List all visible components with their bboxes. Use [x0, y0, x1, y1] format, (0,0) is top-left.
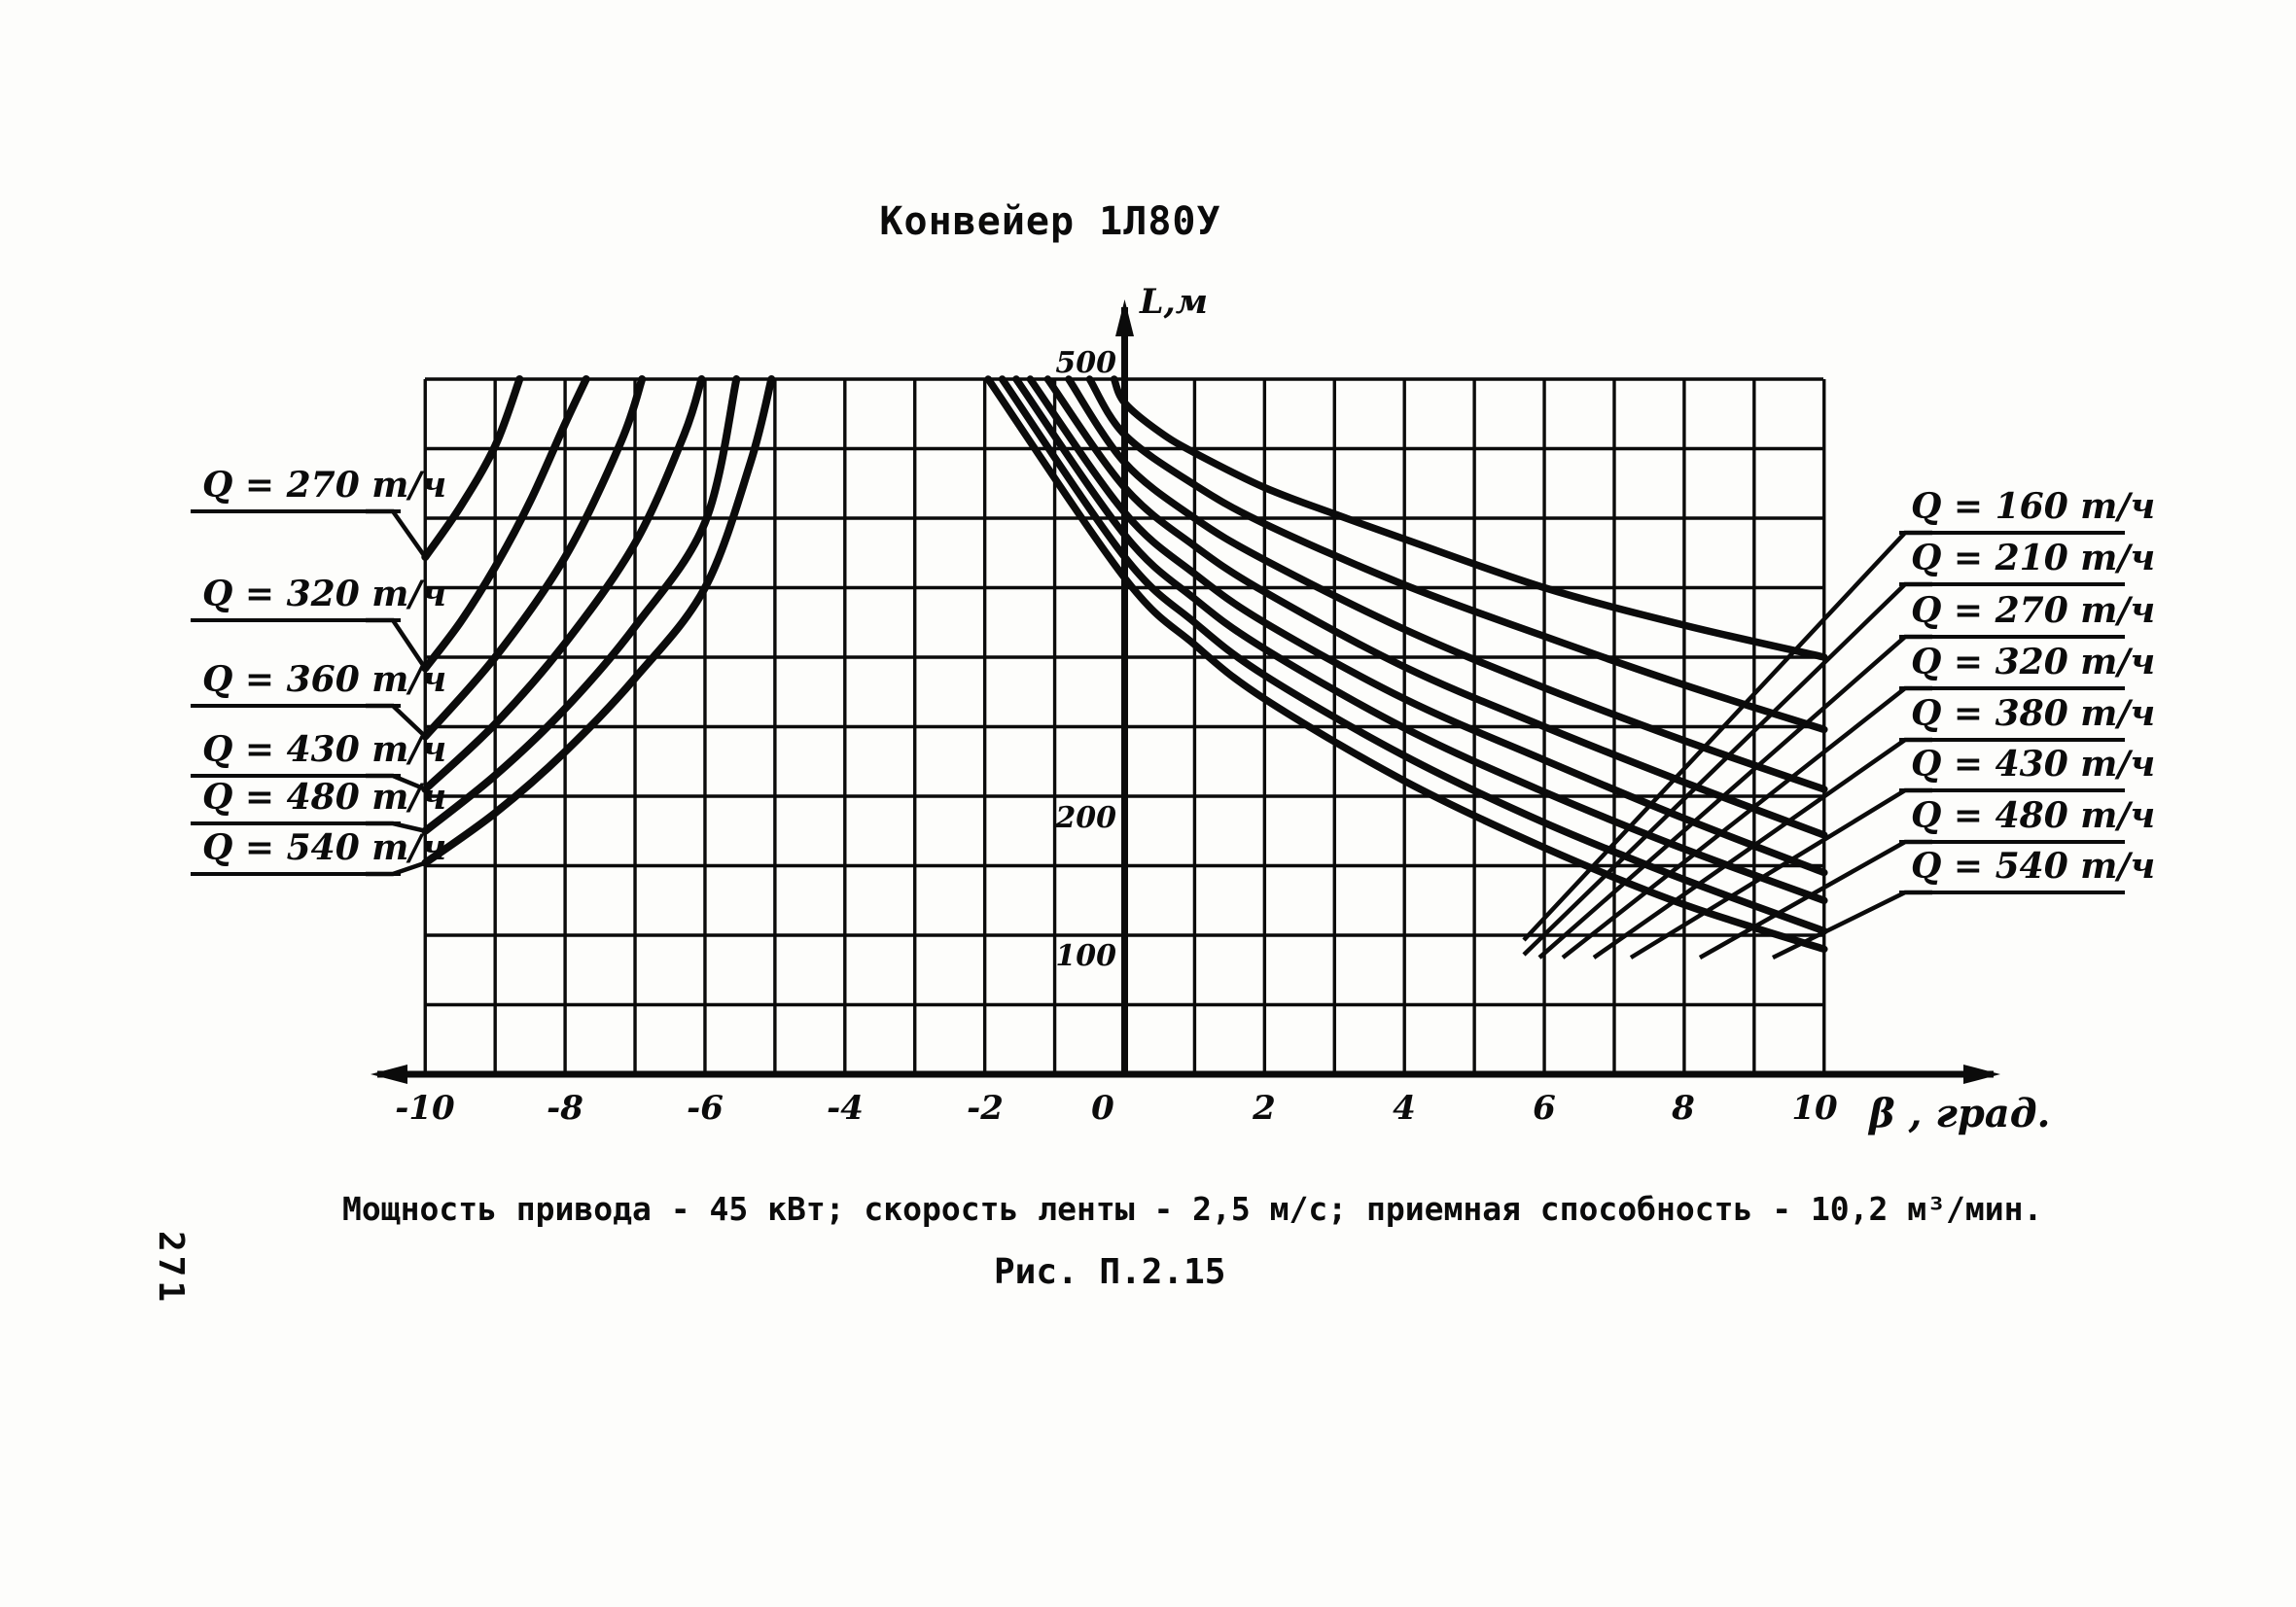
- q-label-text: Q = 540 т/ч: [1911, 846, 2156, 887]
- y-tick-200: 200: [1055, 801, 1116, 835]
- x-tick-0: 0: [1091, 1089, 1114, 1128]
- x-axis-right-arrow: [1963, 1065, 2000, 1084]
- q-label-text: Q = 270 т/ч: [202, 465, 447, 506]
- curve-ascending-Q160: [1110, 375, 1828, 661]
- q-label-text: Q = 320 т/ч: [1911, 642, 2156, 682]
- x-tick-n2: -2: [967, 1089, 1004, 1128]
- x-tick-6: 6: [1533, 1089, 1556, 1128]
- curve-ascending-Q380: [1026, 375, 1828, 877]
- y-axis-up-arrow: [1115, 299, 1134, 336]
- q-label-text: Q = 360 т/ч: [202, 659, 447, 700]
- q-label-text: Q = 480 т/ч: [1911, 795, 2156, 836]
- q-label-left-320: Q = 320 т/ч: [191, 572, 446, 622]
- y-axis-label: L,м: [1140, 282, 1209, 322]
- q-label-right-430: Q = 430 т/ч: [1899, 742, 2155, 792]
- x-tick-8: 8: [1672, 1089, 1695, 1128]
- curve-ascending-Q480: [998, 375, 1828, 935]
- x-tick-10: 10: [1791, 1089, 1838, 1128]
- q-label-right-210: Q = 210 т/ч: [1899, 536, 2155, 586]
- q-label-text: Q = 430 т/ч: [1911, 744, 2156, 785]
- q-label-left-270: Q = 270 т/ч: [191, 463, 446, 513]
- curve-ascending-Q270: [1065, 375, 1828, 793]
- curve-descending-Q360: [421, 375, 647, 741]
- q-label-right-320: Q = 320 т/ч: [1899, 640, 2155, 690]
- q-label-text: Q = 320 т/ч: [202, 574, 447, 614]
- curve-ascending-Q540: [984, 375, 1828, 954]
- q-label-left-480: Q = 480 т/ч: [191, 775, 446, 825]
- curve-descending-Q540: [421, 375, 776, 867]
- x-tick-n6: -6: [687, 1089, 724, 1128]
- curve-ascending-Q430: [1012, 375, 1828, 905]
- q-label-right-160: Q = 160 т/ч: [1899, 484, 2155, 535]
- q-label-text: Q = 430 т/ч: [202, 729, 447, 770]
- curve-descending-Q430: [421, 375, 706, 793]
- chart-caption: Мощность привода - 45 кВт; скорость лент…: [342, 1190, 2043, 1228]
- q-label-right-480: Q = 480 т/ч: [1899, 793, 2155, 844]
- x-tick-n10: -10: [395, 1089, 455, 1128]
- x-tick-4: 4: [1393, 1089, 1416, 1128]
- q-label-text: Q = 540 т/ч: [202, 827, 447, 868]
- q-label-left-540: Q = 540 т/ч: [191, 825, 446, 876]
- x-axis-label: β , град.: [1869, 1091, 2051, 1136]
- q-label-text: Q = 210 т/ч: [1911, 538, 2156, 578]
- q-label-right-380: Q = 380 т/ч: [1899, 691, 2155, 742]
- y-tick-500: 500: [1055, 346, 1116, 380]
- x-axis-left-arrow: [371, 1065, 407, 1084]
- q-label-right-540: Q = 540 т/ч: [1899, 844, 2155, 894]
- q-label-left-360: Q = 360 т/ч: [191, 657, 446, 708]
- leader-left-Q270: [366, 508, 428, 559]
- curve-descending-Q480: [421, 375, 741, 835]
- x-tick-2: 2: [1253, 1089, 1276, 1128]
- x-tick-n4: -4: [827, 1089, 864, 1128]
- y-tick-100: 100: [1055, 939, 1116, 973]
- curve-ascending-Q210: [1085, 375, 1828, 734]
- q-label-text: Q = 160 т/ч: [1911, 486, 2156, 527]
- q-label-text: Q = 380 т/ч: [1911, 693, 2156, 734]
- q-label-text: Q = 480 т/ч: [202, 777, 447, 818]
- curve-descending-Q270: [421, 375, 524, 561]
- q-label-left-430: Q = 430 т/ч: [191, 727, 446, 778]
- x-tick-n8: -8: [547, 1089, 583, 1128]
- figure-number: Рис. П.2.15: [994, 1252, 1226, 1292]
- curve-descending-Q320: [421, 375, 590, 673]
- chart-title: Конвейер 1Л80У: [879, 199, 1221, 244]
- q-label-right-270: Q = 270 т/ч: [1899, 588, 2155, 639]
- q-label-text: Q = 270 т/ч: [1911, 590, 2156, 631]
- leader-right-Q160: [1522, 530, 1932, 942]
- curve-ascending-Q320: [1043, 375, 1828, 839]
